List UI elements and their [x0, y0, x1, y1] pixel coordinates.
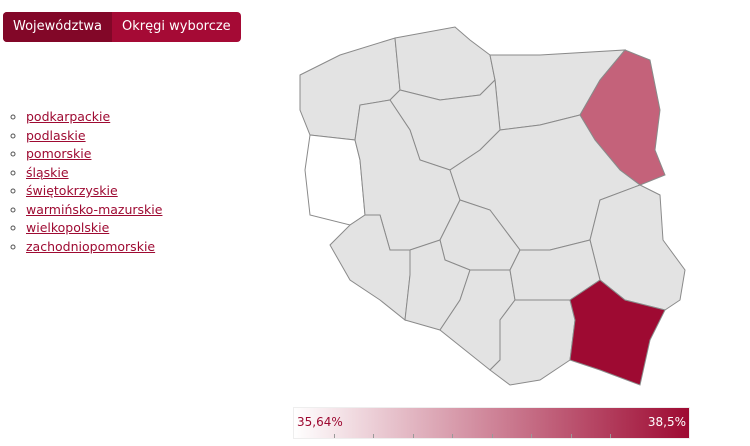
region-link[interactable]: śląskie — [26, 164, 69, 180]
list-item: podkarpackie — [26, 108, 162, 127]
list-item: pomorskie — [26, 145, 162, 164]
list-item: zachodniopomorskie — [26, 238, 162, 257]
list-item: wielkopolskie — [26, 219, 162, 238]
legend-min: 35,64% — [297, 415, 343, 429]
region-pomorskie[interactable] — [394, 26, 496, 101]
view-tabs: Województwa Okręgi wyborcze — [3, 12, 241, 42]
legend-tick — [610, 434, 611, 438]
legend-tick — [570, 434, 572, 438]
region-link[interactable]: świętokrzyskie — [26, 183, 118, 198]
list-item: świętokrzyskie — [26, 182, 162, 201]
region-podkarpackie[interactable] — [569, 279, 666, 386]
region-link[interactable]: warmińsko-mazurskie — [26, 201, 163, 217]
list-item: śląskie — [26, 164, 162, 183]
region-link[interactable]: podlaskie — [26, 127, 86, 143]
region-malopolskie[interactable] — [489, 299, 576, 386]
region-link[interactable]: zachodniopomorskie — [26, 238, 156, 254]
legend-tick — [373, 434, 374, 438]
region-link[interactable]: podkarpackie — [26, 109, 111, 124]
legend-tick — [531, 434, 532, 438]
legend-tick — [452, 434, 453, 438]
list-item: podlaskie — [26, 127, 162, 146]
region-link[interactable]: pomorskie — [26, 146, 92, 161]
color-legend: 35,64% 38,5% — [293, 407, 690, 439]
region-lubuskie[interactable] — [304, 134, 366, 226]
list-item: warmińsko-mazurskie — [26, 201, 162, 220]
region-link[interactable]: wielkopolskie — [26, 220, 110, 235]
tab-okregi-wyborcze[interactable]: Okręgi wyborcze — [122, 19, 231, 34]
legend-tick — [333, 434, 335, 438]
legend-tick — [491, 434, 493, 438]
tab-wojewodztwa[interactable]: Województwa — [3, 12, 113, 42]
legend-max: 38,5% — [647, 415, 686, 429]
legend-tick — [412, 434, 414, 438]
region-list: podkarpackie podlaskie pomorskie śląskie świ… — [8, 108, 162, 256]
